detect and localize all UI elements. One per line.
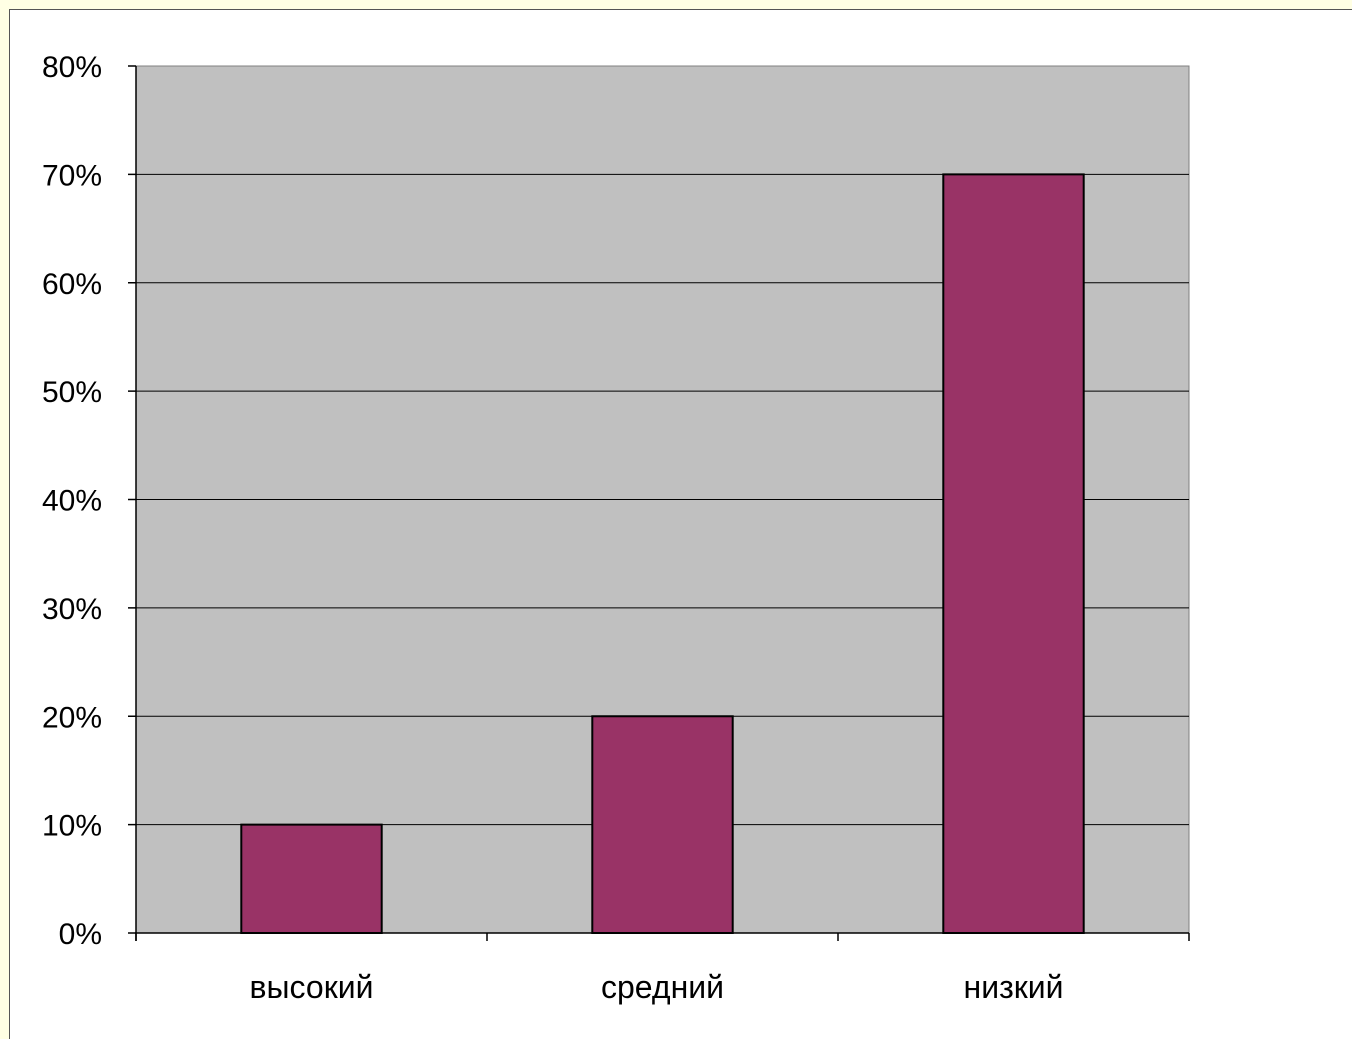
bar-1 [240, 823, 383, 934]
y-tick-label: 40% [42, 485, 102, 518]
y-tick-labels: 0% 10% 20% 30% 40% 50% 60% 70% 80% [42, 51, 102, 951]
axes [128, 65, 1190, 941]
y-tick-label: 50% [42, 376, 102, 409]
y-tick-label: 70% [42, 159, 102, 192]
x-category-label: низкий [964, 969, 1064, 1005]
bar-3 [942, 173, 1085, 934]
bars [240, 173, 1085, 934]
y-tick-label: 60% [42, 268, 102, 301]
x-category-label: средний [601, 969, 724, 1005]
y-tick-label: 20% [42, 701, 102, 734]
bar-2 [591, 715, 734, 934]
x-category-label: высокий [250, 969, 374, 1005]
y-tick-label: 30% [42, 593, 102, 626]
y-tick-label: 10% [42, 810, 102, 843]
x-tick-labels: высокий средний низкий [250, 969, 1064, 1005]
y-tick-label: 80% [42, 51, 102, 84]
y-tick-label: 0% [59, 918, 102, 951]
